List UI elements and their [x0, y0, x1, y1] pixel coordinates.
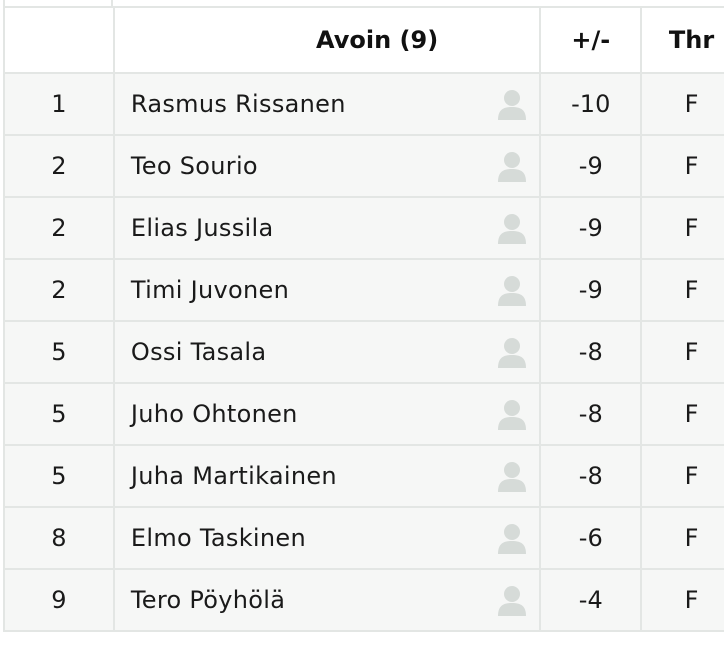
plus-minus-cell: -9 [539, 196, 643, 260]
player-name[interactable]: Ossi Tasala [130, 338, 267, 366]
user-placeholder-icon [495, 583, 529, 617]
user-placeholder-icon [495, 211, 529, 245]
table-row[interactable]: 9 Tero Pöyhölä -4 F [3, 568, 724, 632]
user-placeholder-icon [495, 397, 529, 431]
user-placeholder-icon [495, 273, 529, 307]
division-column-header[interactable]: Avoin (9) [112, 6, 542, 74]
table-header-row: Avoin (9) +/- Thr [3, 6, 724, 74]
table-row[interactable]: 2 Timi Juvonen -9 F [3, 258, 724, 322]
position-cell: 5 [3, 444, 115, 508]
top-strip [0, 0, 724, 6]
player-name[interactable]: Tero Pöyhölä [130, 586, 286, 614]
divider [111, 0, 113, 6]
results-table: Avoin (9) +/- Thr 1 Rasmus Rissanen [3, 6, 724, 632]
plus-minus-cell: -9 [539, 258, 643, 322]
player-name-cell[interactable]: Rasmus Rissanen [112, 72, 542, 136]
player-name-cell[interactable]: Teo Sourio [112, 134, 542, 198]
table-row[interactable]: 5 Juha Martikainen -8 F [3, 444, 724, 508]
thr-cell: F [640, 382, 724, 446]
position-column-header [3, 6, 115, 74]
thr-cell: F [640, 258, 724, 322]
player-name-cell[interactable]: Juho Ohtonen [112, 382, 542, 446]
position-cell: 2 [3, 196, 115, 260]
plus-minus-cell: -8 [539, 444, 643, 508]
table-row[interactable]: 5 Ossi Tasala -8 F [3, 320, 724, 384]
player-name-cell[interactable]: Tero Pöyhölä [112, 568, 542, 632]
user-placeholder-icon [495, 87, 529, 121]
user-placeholder-icon [495, 149, 529, 183]
position-cell: 5 [3, 320, 115, 384]
table-row[interactable]: 8 Elmo Taskinen -6 F [3, 506, 724, 570]
player-name-cell[interactable]: Timi Juvonen [112, 258, 542, 322]
player-name[interactable]: Elmo Taskinen [130, 524, 306, 552]
user-placeholder-icon [495, 459, 529, 493]
results-body: 1 Rasmus Rissanen -10 F 2 Teo Sourio [3, 72, 724, 632]
plus-minus-cell: -6 [539, 506, 643, 570]
position-cell: 2 [3, 258, 115, 322]
table-row[interactable]: 1 Rasmus Rissanen -10 F [3, 72, 724, 136]
thr-cell: F [640, 506, 724, 570]
plus-minus-cell: -8 [539, 320, 643, 384]
position-cell: 5 [3, 382, 115, 446]
player-name[interactable]: Rasmus Rissanen [130, 90, 346, 118]
table-row[interactable]: 2 Teo Sourio -9 F [3, 134, 724, 198]
thr-cell: F [640, 444, 724, 508]
player-name[interactable]: Elias Jussila [130, 214, 274, 242]
position-cell: 8 [3, 506, 115, 570]
user-placeholder-icon [495, 335, 529, 369]
player-name-cell[interactable]: Elias Jussila [112, 196, 542, 260]
player-name[interactable]: Timi Juvonen [130, 276, 290, 304]
player-name[interactable]: Juha Martikainen [130, 462, 337, 490]
plus-minus-cell: -4 [539, 568, 643, 632]
thr-column-header[interactable]: Thr [640, 6, 724, 74]
division-title: Avoin (9) [316, 26, 439, 54]
position-cell: 9 [3, 568, 115, 632]
user-placeholder-icon [495, 521, 529, 555]
divider [3, 0, 5, 6]
player-name[interactable]: Teo Sourio [130, 152, 258, 180]
plus-minus-cell: -8 [539, 382, 643, 446]
thr-cell: F [640, 320, 724, 384]
plus-minus-cell: -9 [539, 134, 643, 198]
plus-minus-cell: -10 [539, 72, 643, 136]
player-name-cell[interactable]: Juha Martikainen [112, 444, 542, 508]
player-name-cell[interactable]: Elmo Taskinen [112, 506, 542, 570]
thr-cell: F [640, 568, 724, 632]
plus-minus-column-header[interactable]: +/- [539, 6, 643, 74]
table-row[interactable]: 2 Elias Jussila -9 F [3, 196, 724, 260]
thr-cell: F [640, 72, 724, 136]
position-cell: 2 [3, 134, 115, 198]
player-name[interactable]: Juho Ohtonen [130, 400, 298, 428]
thr-cell: F [640, 134, 724, 198]
player-name-cell[interactable]: Ossi Tasala [112, 320, 542, 384]
thr-cell: F [640, 196, 724, 260]
table-row[interactable]: 5 Juho Ohtonen -8 F [3, 382, 724, 446]
position-cell: 1 [3, 72, 115, 136]
